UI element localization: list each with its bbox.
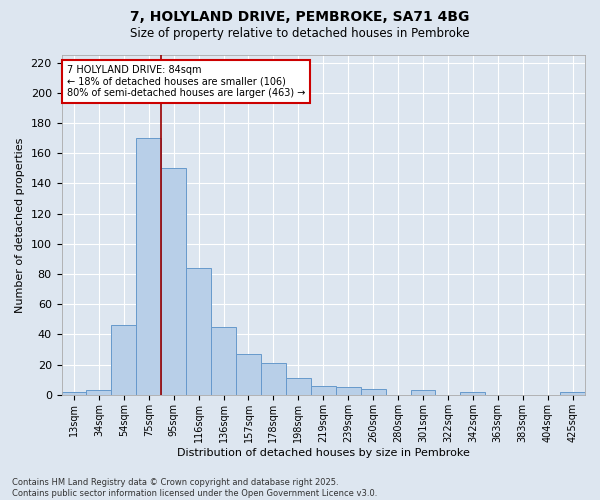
Bar — [236, 354, 261, 395]
Bar — [286, 378, 311, 395]
Bar — [211, 327, 236, 395]
Text: Contains HM Land Registry data © Crown copyright and database right 2025.
Contai: Contains HM Land Registry data © Crown c… — [12, 478, 377, 498]
Y-axis label: Number of detached properties: Number of detached properties — [15, 138, 25, 312]
Bar — [186, 268, 211, 395]
Bar — [560, 392, 585, 395]
Bar — [361, 389, 386, 395]
Text: Size of property relative to detached houses in Pembroke: Size of property relative to detached ho… — [130, 28, 470, 40]
Bar — [136, 138, 161, 395]
Bar — [410, 390, 436, 395]
Bar — [311, 386, 336, 395]
Bar — [62, 392, 86, 395]
Bar — [161, 168, 186, 395]
Text: 7, HOLYLAND DRIVE, PEMBROKE, SA71 4BG: 7, HOLYLAND DRIVE, PEMBROKE, SA71 4BG — [130, 10, 470, 24]
X-axis label: Distribution of detached houses by size in Pembroke: Distribution of detached houses by size … — [177, 448, 470, 458]
Bar — [336, 388, 361, 395]
Bar — [86, 390, 112, 395]
Bar — [261, 363, 286, 395]
Bar — [460, 392, 485, 395]
Bar — [112, 326, 136, 395]
Text: 7 HOLYLAND DRIVE: 84sqm
← 18% of detached houses are smaller (106)
80% of semi-d: 7 HOLYLAND DRIVE: 84sqm ← 18% of detache… — [67, 65, 305, 98]
